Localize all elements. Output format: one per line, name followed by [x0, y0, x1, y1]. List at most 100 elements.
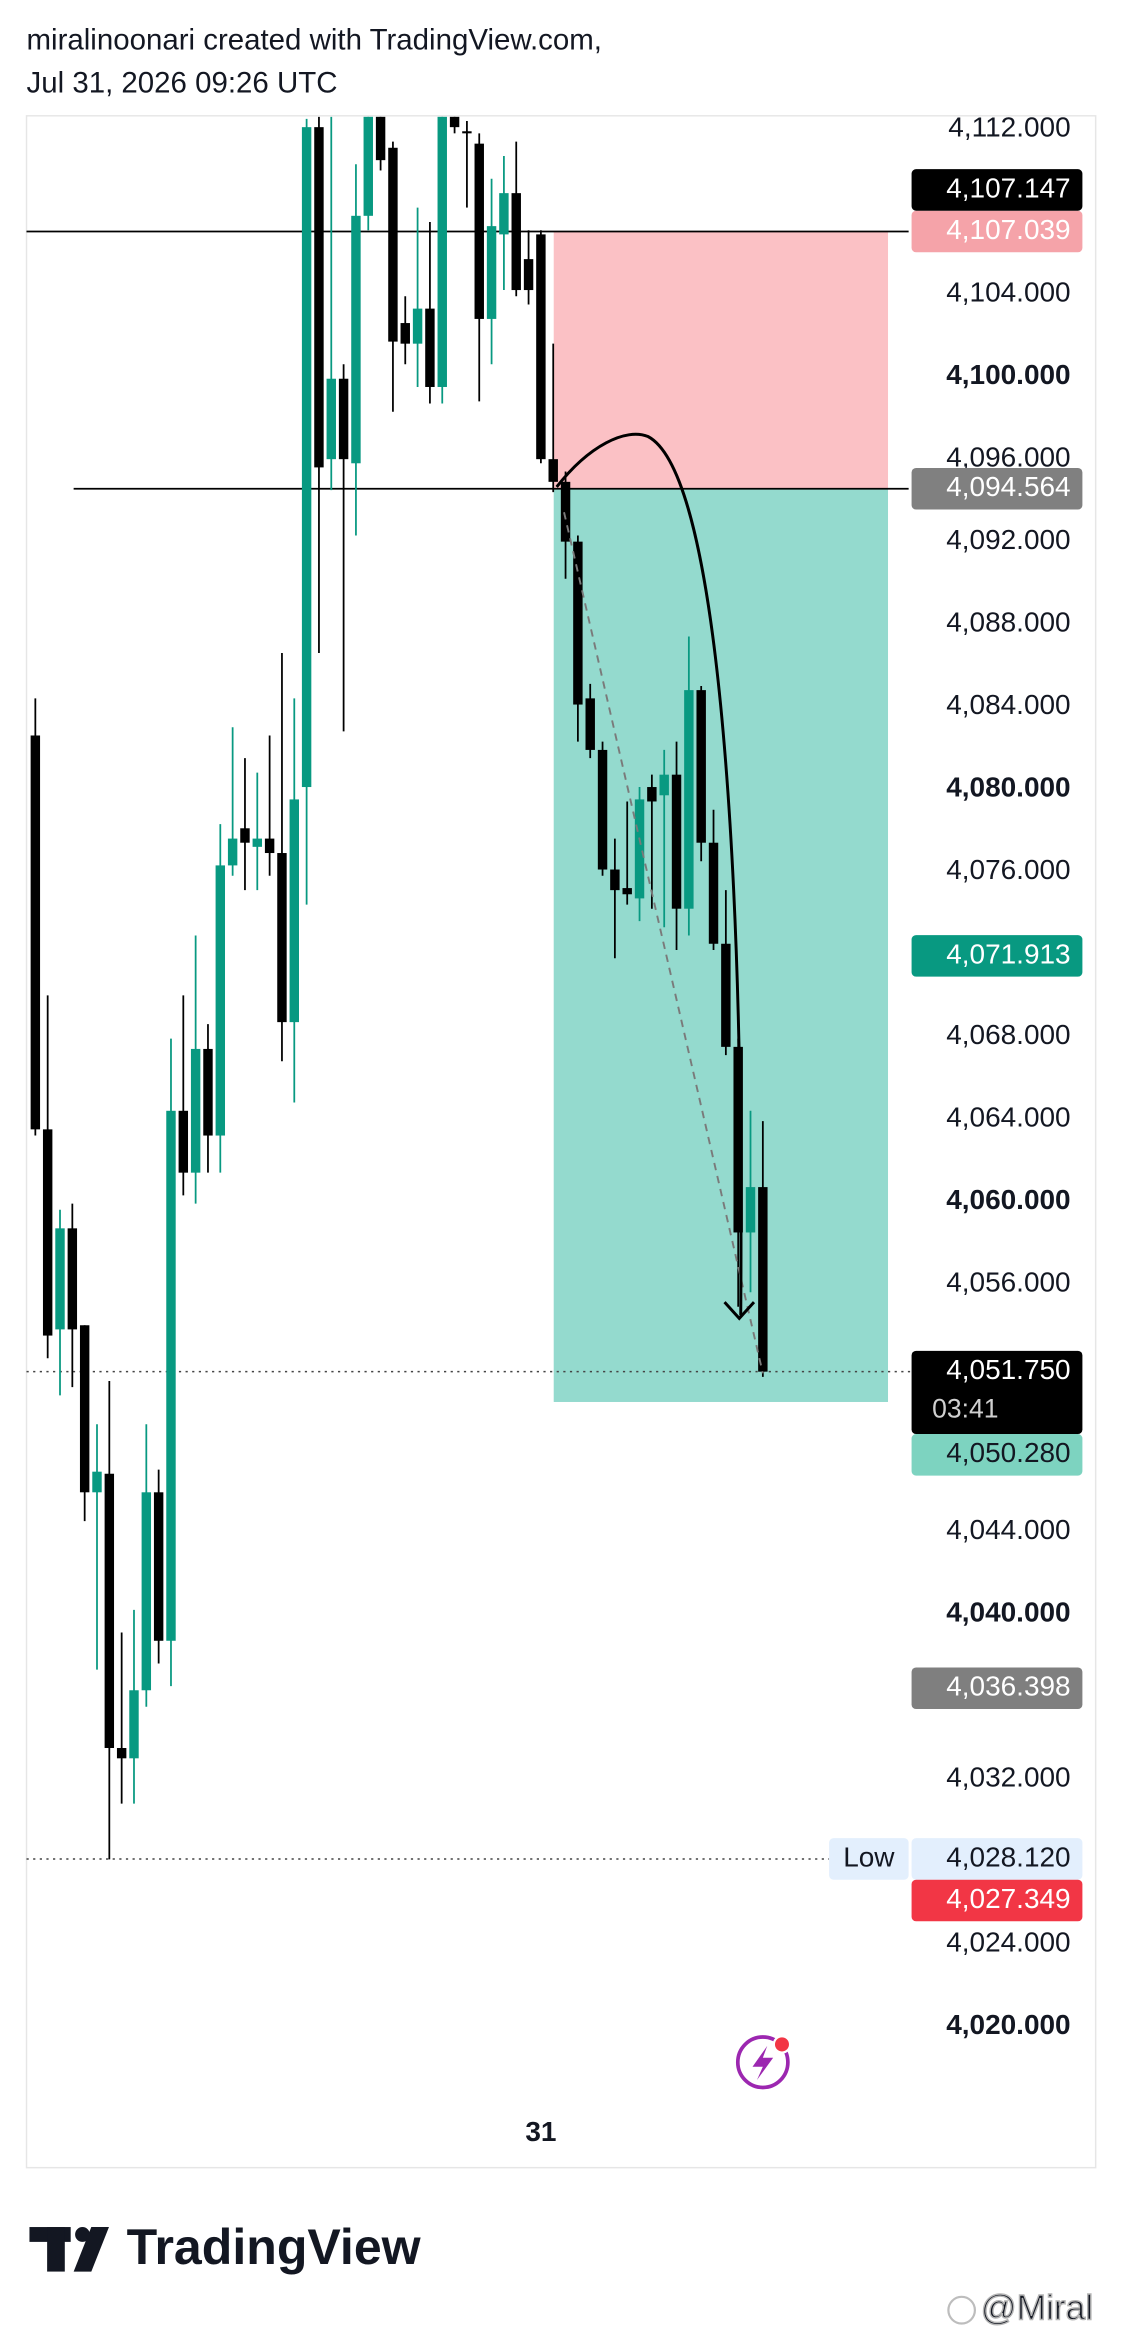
candle-body	[573, 541, 583, 705]
y-tick-label: 4,020.000	[946, 2009, 1070, 2040]
y-tick-label: 4,032.000	[946, 1761, 1070, 1792]
candle-body	[622, 888, 632, 895]
price-badge	[911, 1879, 1083, 1922]
countdown: 03:41	[932, 1393, 998, 1423]
candle-body	[289, 799, 299, 1023]
price-badge-label: 4,050.280	[946, 1437, 1070, 1468]
candle-body	[437, 116, 447, 387]
chart-frame	[25, 115, 1097, 2169]
y-tick-label: 4,088.000	[946, 606, 1070, 637]
candle-body	[116, 1748, 127, 1759]
candle-body	[92, 1471, 102, 1493]
candle-body	[486, 226, 497, 319]
candle-body	[610, 869, 620, 891]
candle-body	[301, 127, 312, 788]
price-badge	[911, 1667, 1083, 1710]
price-badge-label: 4,036.398	[946, 1671, 1070, 1702]
flash-icon	[735, 2035, 792, 2090]
candle-body	[375, 116, 386, 161]
candle-body	[338, 378, 349, 460]
candle-body	[227, 838, 238, 866]
price-badge-label: 4,094.564	[946, 471, 1070, 502]
candle-body	[129, 1690, 139, 1759]
candle-body	[79, 1325, 90, 1493]
candle-body	[400, 323, 410, 344]
candle-body	[264, 838, 275, 854]
price-badge-label: 4,071.913	[946, 938, 1070, 969]
low-name-box	[829, 1838, 909, 1880]
y-tick-label: 4,044.000	[946, 1514, 1070, 1545]
header-date: Jul 31, 2026 09:26 UTC	[27, 66, 338, 99]
price-badge	[911, 1350, 1083, 1435]
candle-body	[42, 1129, 53, 1336]
candle-body	[536, 234, 546, 460]
price-badge-label: 4,028.120	[946, 1841, 1070, 1872]
y-tick-label: 4,112.000	[948, 112, 1070, 143]
watermark-icon	[947, 2295, 977, 2325]
candle-body	[240, 828, 250, 843]
target-zone	[553, 488, 889, 1402]
candle-body	[412, 308, 423, 344]
candle-body	[597, 749, 608, 870]
candle-body	[733, 1046, 743, 1233]
price-badge	[911, 935, 1083, 977]
candle-body	[425, 308, 435, 387]
header-author: miralinoonari created with TradingView.c…	[27, 23, 602, 56]
candle-body	[178, 1110, 189, 1173]
candles-layer	[30, 116, 768, 1860]
drawings	[555, 432, 764, 1374]
candle-body	[758, 1187, 768, 1372]
candle-body	[745, 1187, 756, 1233]
candle-body	[696, 690, 706, 843]
candle-body	[363, 116, 373, 216]
candle-body	[462, 131, 472, 134]
dashed-projection	[563, 512, 764, 1374]
brand-name: TradingView	[127, 2218, 422, 2275]
y-tick-label: 4,064.000	[946, 1101, 1070, 1132]
price-badge	[911, 467, 1083, 510]
candle-body	[560, 481, 571, 542]
y-tick-label: 4,056.000	[946, 1266, 1070, 1297]
candle-body	[166, 1110, 176, 1641]
candle-body	[388, 147, 398, 342]
candle-body	[67, 1228, 78, 1330]
candle-body	[659, 774, 669, 796]
y-tick-label: 4,076.000	[946, 854, 1070, 885]
candle-body	[647, 787, 657, 802]
candle-body	[474, 143, 484, 319]
y-tick-label: 4,100.000	[946, 359, 1070, 390]
y-tick-label: 4,040.000	[946, 1596, 1070, 1627]
candle-body	[104, 1473, 115, 1749]
axis-layer: 314,112.0004,104.0004,100.0004,096.0004,…	[525, 112, 1083, 2147]
y-tick-label: 4,092.000	[946, 524, 1070, 555]
candle-body	[585, 698, 595, 750]
price-badge	[911, 1838, 1083, 1880]
arrow-head	[723, 1301, 756, 1321]
stop-zone	[553, 231, 889, 489]
low-name: Low	[843, 1841, 895, 1872]
brand-logo	[29, 2227, 109, 2272]
price-badge	[911, 1434, 1083, 1476]
candle-body	[634, 799, 645, 899]
x-tick-label: 31	[525, 2116, 556, 2147]
candle-body	[314, 127, 324, 468]
candle-body	[523, 259, 534, 291]
candle-body	[351, 215, 361, 464]
candle-body	[721, 943, 731, 1047]
price-badge-label: 4,027.349	[946, 1883, 1070, 1914]
curved-arrow	[555, 432, 743, 1316]
candle-body	[499, 193, 509, 235]
y-tick-label: 4,024.000	[946, 1926, 1070, 1957]
price-badge	[911, 169, 1083, 211]
candle-body	[449, 116, 460, 128]
price-badge-label: 4,051.750	[946, 1354, 1070, 1385]
candle-body	[548, 459, 558, 482]
candle-body	[684, 690, 694, 909]
y-tick-label: 4,104.000	[946, 277, 1070, 308]
candle-body	[511, 193, 521, 291]
candle-body	[55, 1228, 65, 1330]
candle-body	[215, 865, 226, 1136]
y-tick-label: 4,084.000	[946, 689, 1070, 720]
candle-body	[326, 378, 336, 460]
